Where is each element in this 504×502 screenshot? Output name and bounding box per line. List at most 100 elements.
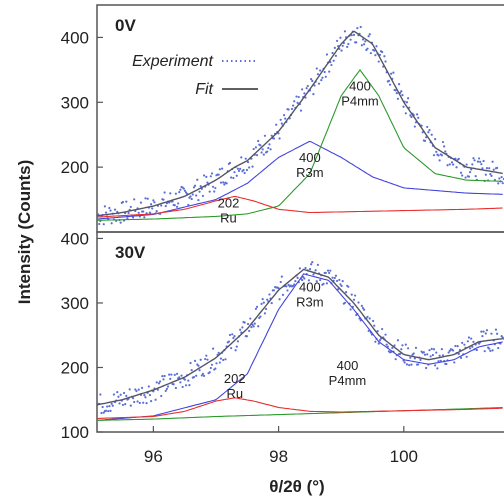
peak-annotation: 202 Ru: [218, 195, 240, 225]
experiment-point: [227, 340, 230, 343]
experiment-point: [138, 401, 141, 405]
experiment-point: [497, 346, 500, 350]
experiment-point: [405, 363, 409, 366]
experiment-point: [118, 402, 121, 405]
experiment-point: [131, 216, 135, 219]
experiment-point: [262, 301, 265, 304]
experiment-point: [99, 393, 102, 396]
experiment-point: [179, 381, 182, 384]
experiment-point: [408, 364, 411, 367]
legend-label: Experiment: [132, 53, 213, 70]
experiment-point: [306, 84, 309, 88]
experiment-point: [245, 168, 249, 172]
experiment-point: [110, 222, 113, 225]
experiment-point: [303, 92, 306, 95]
experiment-point: [266, 150, 269, 153]
experiment-point: [350, 293, 353, 296]
experiment-point: [259, 315, 262, 318]
experiment-point: [466, 340, 469, 343]
experiment-point: [406, 347, 410, 350]
experiment-point: [381, 50, 384, 54]
experiment-point: [312, 93, 315, 96]
experiment-point: [199, 358, 202, 361]
peak-annotation: 400 R3m: [296, 150, 323, 180]
experiment-point: [293, 283, 296, 286]
experiment-point: [334, 54, 338, 57]
experiment-point: [140, 386, 144, 390]
experiment-point: [218, 361, 221, 364]
experiment-point: [316, 73, 320, 76]
experiment-point: [246, 160, 250, 164]
experiment-point: [187, 379, 190, 382]
experiment-point: [178, 376, 181, 379]
experiment-point: [102, 223, 105, 226]
fit-line: [97, 268, 503, 406]
experiment-point: [328, 271, 331, 275]
experiment-point: [255, 305, 259, 308]
experiment-point: [467, 175, 471, 178]
experiment-point: [377, 342, 380, 345]
experiment-point: [104, 211, 108, 214]
experiment-point: [215, 362, 218, 365]
experiment-point: [236, 167, 239, 170]
experiment-point: [100, 411, 103, 415]
experiment-point: [313, 84, 316, 87]
experiment-point: [287, 108, 290, 111]
experiment-point: [301, 278, 304, 282]
legend-label: Fit: [195, 81, 213, 98]
experiment-point: [294, 280, 297, 283]
experiment-point: [363, 308, 366, 311]
experiment-point: [262, 153, 265, 156]
experiment-point: [110, 402, 113, 405]
experiment-point: [275, 123, 278, 126]
experiment-point: [231, 333, 234, 336]
experiment-point: [290, 107, 294, 111]
experiment-point: [429, 355, 432, 358]
experiment-point: [319, 69, 322, 72]
experiment-point: [455, 166, 458, 169]
experiment-point: [394, 89, 397, 92]
experiment-point: [169, 192, 172, 195]
experiment-point: [417, 116, 420, 119]
experiment-point: [133, 198, 136, 201]
experiment-point: [221, 167, 224, 170]
experiment-point: [438, 159, 441, 162]
plot-area: [97, 261, 504, 421]
experiment-point: [435, 351, 438, 354]
experiment-point: [103, 205, 106, 208]
experiment-point: [321, 76, 324, 79]
experiment-point: [310, 77, 313, 81]
experiment-point: [391, 346, 394, 350]
experiment-point: [279, 280, 282, 284]
experiment-point: [219, 181, 223, 184]
experiment-point: [405, 101, 409, 104]
experiment-point: [471, 163, 474, 166]
experiment-point: [483, 350, 486, 353]
experiment-point: [428, 129, 431, 132]
experiment-point: [202, 374, 206, 377]
experiment-point: [175, 372, 179, 375]
experiment-point: [373, 49, 376, 52]
experiment-point: [210, 172, 214, 175]
experiment-point: [244, 157, 247, 160]
experiment-point: [324, 271, 327, 274]
experiment-point: [239, 328, 242, 331]
experiment-point: [312, 273, 315, 276]
experiment-point: [157, 382, 161, 385]
experiment-point: [165, 387, 168, 390]
experiment-point: [344, 290, 348, 294]
experiment-point: [108, 405, 111, 408]
component-line-4: [97, 397, 503, 420]
experiment-point: [479, 160, 482, 163]
experiment-point: [280, 122, 283, 125]
panel-frame: [96, 4, 504, 233]
experiment-point: [277, 287, 280, 290]
experiment-point: [209, 175, 212, 178]
experiment-point: [284, 117, 287, 120]
experiment-point: [325, 282, 329, 285]
experiment-point: [198, 369, 201, 372]
experiment-point: [101, 405, 104, 409]
experiment-point: [285, 285, 288, 288]
experiment-point: [131, 397, 135, 400]
experiment-point: [106, 405, 109, 408]
